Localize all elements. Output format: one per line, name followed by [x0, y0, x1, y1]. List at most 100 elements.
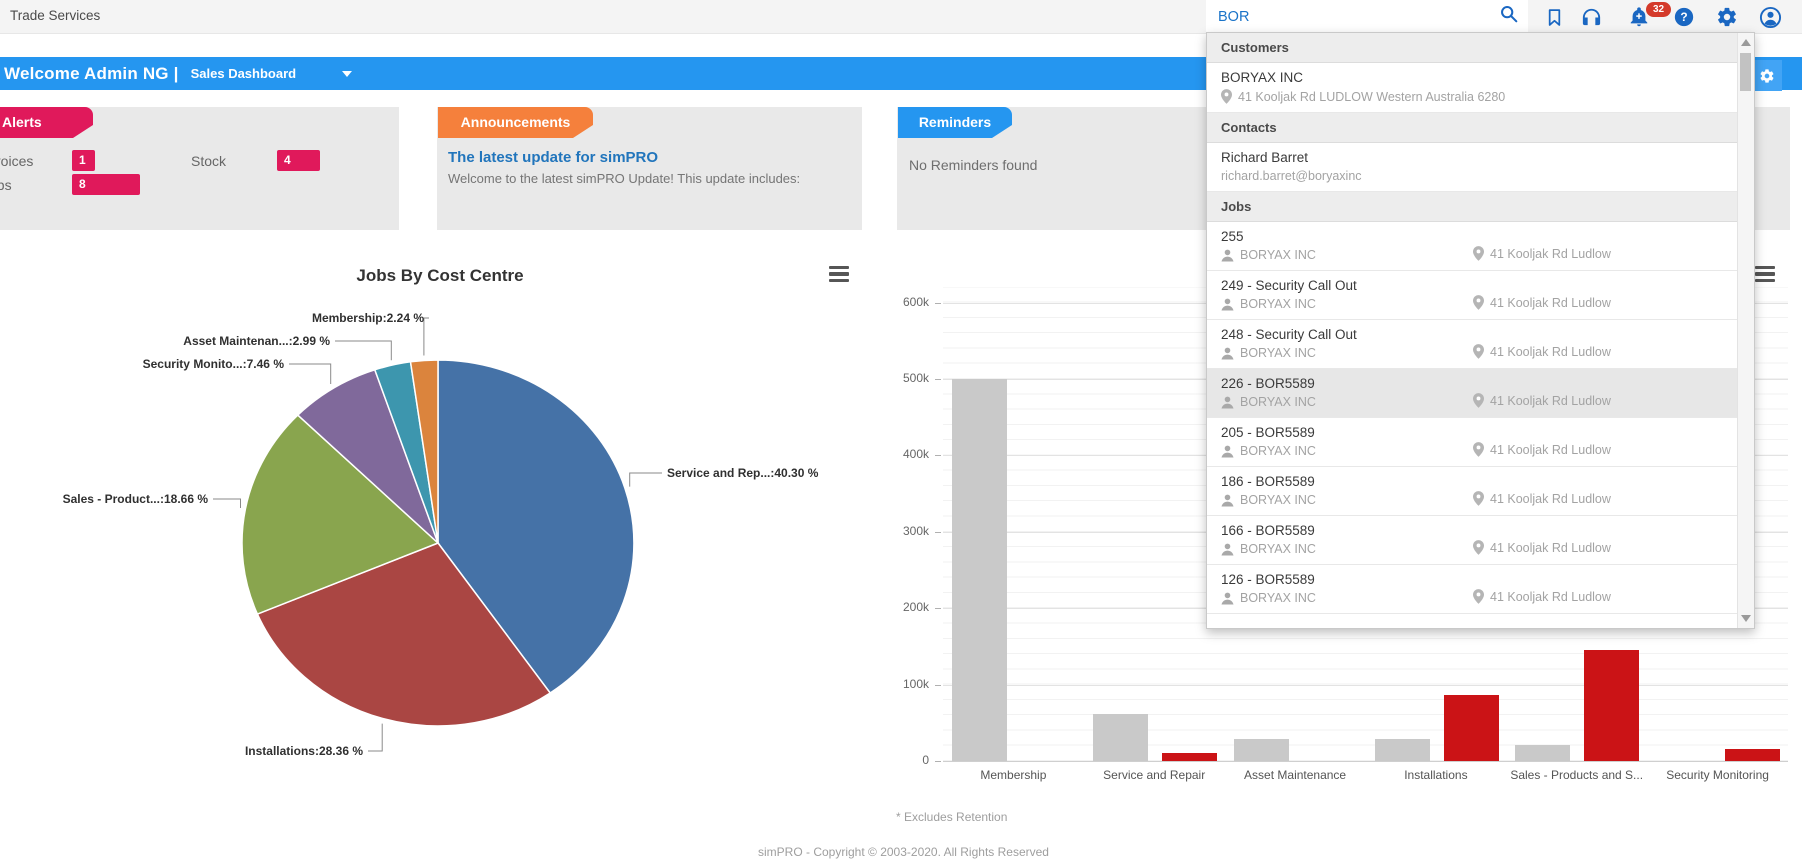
search-result-item[interactable]: 205 - BOR5589 BORYAX INC 41 Kooljak Rd Lud…: [1207, 418, 1738, 467]
search-result-item[interactable]: 226 - BOR5589 BORYAX INC 41 Kooljak Rd Lud…: [1207, 369, 1738, 418]
person-icon: [1221, 494, 1234, 506]
y-axis-tick: [935, 302, 941, 304]
bar[interactable]: [1374, 738, 1430, 761]
bar[interactable]: [1161, 753, 1217, 761]
svg-text:?: ?: [1680, 10, 1687, 24]
search-dropdown: Customers BORYAX INC 41 Kooljak Rd LUDLOW …: [1206, 32, 1755, 629]
person-icon: [1221, 396, 1234, 408]
pie-label-connector: [213, 498, 241, 508]
y-axis-tick-label: 600k: [902, 294, 929, 309]
result-title: Richard Barret: [1221, 150, 1309, 165]
bookmark-icon[interactable]: [1541, 4, 1567, 30]
copyright-text: simPRO - Copyright © 2003-2020. All Righ…: [758, 845, 1049, 859]
result-location: 41 Kooljak Rd Ludlow: [1473, 491, 1611, 506]
app-title: Trade Services: [10, 8, 101, 23]
y-axis-tick-label: 300k: [902, 523, 929, 538]
pie-slice[interactable]: [241, 414, 440, 616]
gridline-major: [943, 761, 1788, 762]
pie-label-connector: [368, 723, 383, 752]
bar[interactable]: [952, 379, 1007, 761]
reminders-panel-title: Reminders: [898, 107, 1012, 138]
result-email-text: richard.barret@boryaxinc: [1221, 169, 1362, 183]
search-result-item[interactable]: 186 - BOR5589 BORYAX INC 41 Kooljak Rd Lud…: [1207, 467, 1738, 516]
scrollbar-thumb[interactable]: [1740, 53, 1751, 91]
result-location-text: 41 Kooljak Rd Ludlow: [1490, 246, 1611, 261]
search-result-item[interactable]: Richard Barret richard.barret@boryaxinc: [1207, 143, 1738, 192]
x-axis-category-label: Installations: [1404, 768, 1468, 782]
result-location: 41 Kooljak Rd Ludlow: [1473, 540, 1611, 555]
result-location: 41 Kooljak Rd Ludlow: [1473, 589, 1611, 604]
bar[interactable]: [1725, 748, 1781, 761]
support-headset-icon[interactable]: [1578, 4, 1604, 30]
person-icon: [1221, 249, 1234, 261]
y-axis-tick: [935, 761, 941, 762]
bar[interactable]: [1092, 713, 1148, 761]
bar[interactable]: [1584, 649, 1640, 761]
bar-chart-menu-icon[interactable]: [1755, 266, 1775, 282]
pie-chart-menu-icon[interactable]: [829, 266, 849, 282]
scrollbar-down-arrow-icon[interactable]: [1741, 615, 1751, 622]
search-result-item[interactable]: 126 - BOR5589 BORYAX INC 41 Kooljak Rd Lud…: [1207, 565, 1738, 614]
person-icon: [1221, 592, 1234, 604]
edit-dashboard-button[interactable]: [1752, 60, 1782, 91]
dashboard-selector[interactable]: Sales Dashboard: [190, 66, 297, 81]
person-icon: [1221, 298, 1234, 310]
location-pin-icon: [1473, 246, 1484, 261]
result-title: 166 - BOR5589: [1221, 523, 1315, 538]
search-result-item[interactable]: BORYAX INC 41 Kooljak Rd LUDLOW Western A…: [1207, 63, 1738, 113]
search-result-item[interactable]: 249 - Security Call Out BORYAX INC 41 Kool…: [1207, 271, 1738, 320]
x-axis-category-label: Sales - Products and S...: [1510, 768, 1644, 782]
settings-gear-icon[interactable]: [1714, 4, 1740, 30]
help-icon[interactable]: ?: [1671, 4, 1697, 30]
result-title: 205 - BOR5589: [1221, 425, 1315, 440]
search-result-item[interactable]: 255 BORYAX INC 41 Kooljak Rd Ludlow: [1207, 222, 1738, 271]
scrollbar-up-arrow-icon[interactable]: [1741, 39, 1751, 46]
location-pin-icon: [1473, 442, 1484, 457]
pie-slice-label: Security Monito...:7.46 %: [143, 357, 285, 371]
result-title: 255: [1221, 229, 1244, 244]
pie-slice-label: Asset Maintenan...:2.99 %: [183, 334, 330, 348]
search-icon[interactable]: [1498, 3, 1520, 30]
search-input[interactable]: [1206, 0, 1498, 33]
alert-count-badge[interactable]: 1: [72, 150, 95, 171]
dropdown-section-header: Contacts: [1207, 113, 1738, 143]
result-location: 41 Kooljak Rd Ludlow: [1473, 246, 1611, 261]
result-location-text: 41 Kooljak Rd Ludlow: [1490, 295, 1611, 310]
bar[interactable]: [1233, 738, 1289, 761]
chevron-down-icon[interactable]: [342, 70, 353, 77]
result-company-text: BORYAX INC: [1240, 248, 1316, 262]
result-location-text: 41 Kooljak Rd Ludlow: [1490, 589, 1611, 604]
person-icon: [1221, 347, 1234, 359]
x-axis-category-label: Security Monitoring: [1666, 768, 1769, 782]
bar[interactable]: [1443, 695, 1499, 761]
search-result-item[interactable]: 248 - Security Call Out BORYAX INC 41 Kool…: [1207, 320, 1738, 369]
y-axis-tick: [935, 531, 941, 533]
y-axis-tick-label: 400k: [902, 447, 929, 462]
pie-slice[interactable]: [437, 359, 635, 695]
result-location-text: 41 Kooljak Rd Ludlow: [1490, 540, 1611, 555]
pie-slice-label: Membership:2.24 %: [312, 311, 424, 325]
pie-slice[interactable]: [256, 542, 552, 727]
notifications-bell-icon[interactable]: [1626, 4, 1652, 30]
gridline-major: [943, 684, 1788, 686]
location-pin-icon: [1221, 89, 1232, 104]
pie-label-connector: [289, 363, 332, 384]
result-location-text: 41 Kooljak Rd Ludlow: [1490, 344, 1611, 359]
pie-slice-label: Installations:28.36 %: [245, 744, 363, 758]
dropdown-scrollbar[interactable]: [1737, 33, 1754, 628]
global-search[interactable]: [1206, 0, 1528, 33]
alert-count-badge[interactable]: 4: [277, 150, 320, 171]
pie-slice[interactable]: [409, 359, 439, 544]
pie-label-connector: [629, 472, 662, 487]
announcement-link[interactable]: The latest update for simPRO: [448, 149, 659, 166]
search-result-item[interactable]: 166 - BOR5589 BORYAX INC 41 Kooljak Rd Lud…: [1207, 516, 1738, 565]
alert-count-badge[interactable]: 8: [72, 174, 140, 195]
y-axis-tick: [935, 455, 941, 457]
result-location-text: 41 Kooljak Rd Ludlow: [1490, 393, 1611, 408]
profile-icon[interactable]: [1757, 4, 1783, 30]
location-pin-icon: [1473, 540, 1484, 555]
result-location: 41 Kooljak Rd Ludlow: [1473, 393, 1611, 408]
result-title: 126 - BOR5589: [1221, 572, 1315, 587]
search-dropdown-list: Customers BORYAX INC 41 Kooljak Rd LUDLOW …: [1207, 33, 1738, 628]
bar[interactable]: [1515, 745, 1571, 761]
